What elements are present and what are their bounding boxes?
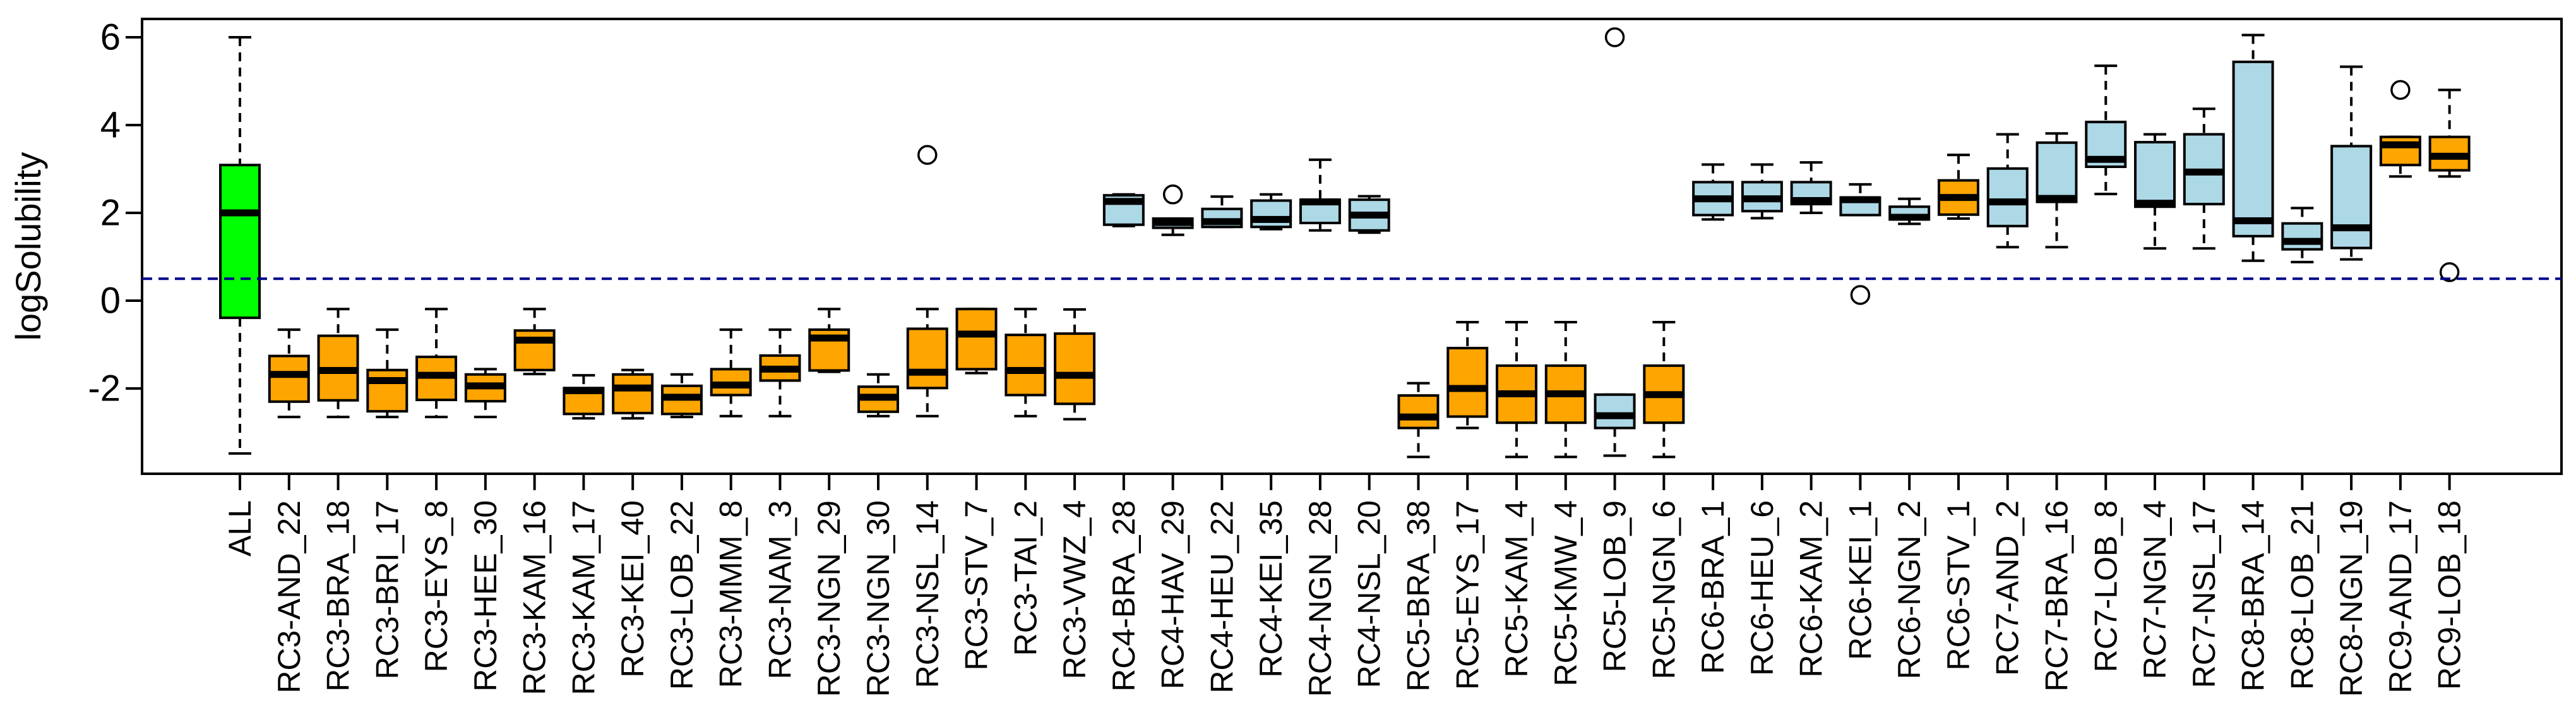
y-tick-label-0: 0 <box>100 280 121 322</box>
y-tick-label-4: 4 <box>100 105 121 146</box>
x-tick-label-RC3-BRI_17: RC3-BRI_17 <box>369 500 405 679</box>
box-RC3-KAM_16 <box>513 329 556 371</box>
x-tick-label-RC4-HEU_22: RC4-HEU_22 <box>1204 500 1239 694</box>
x-tick-label-RC5-BRA_38: RC5-BRA_38 <box>1400 500 1436 692</box>
x-tick-label-RC3-MMM_8: RC3-MMM_8 <box>713 500 749 688</box>
x-tick-label-RC5-NGN_6: RC5-NGN_6 <box>1646 500 1681 679</box>
box-RC7-BRA_16 <box>2036 141 2078 203</box>
x-tick-label-RC3-EYS_8: RC3-EYS_8 <box>419 500 454 672</box>
x-tick-label-RC8-LOB_21: RC8-LOB_21 <box>2284 500 2320 690</box>
x-tick-label-RC6-STV_1: RC6-STV_1 <box>1941 500 1976 671</box>
x-tick-label-RC9-LOB_18: RC9-LOB_18 <box>2432 500 2467 690</box>
x-tick-label-RC7-AND_2: RC7-AND_2 <box>1990 500 2025 676</box>
box-RC4-KEI_35 <box>1250 199 1292 229</box>
x-tick-label-RC6-NGN_2: RC6-NGN_2 <box>1892 500 1927 679</box>
box-RC3-KEI_40 <box>612 373 654 414</box>
outlier-point <box>1604 27 1625 47</box>
x-tick-label-RC8-BRA_14: RC8-BRA_14 <box>2236 500 2271 692</box>
box-ALL <box>219 164 261 320</box>
x-tick-label-ALL: ALL <box>222 500 258 557</box>
x-tick-label-RC4-NGN_28: RC4-NGN_28 <box>1303 500 1338 697</box>
outlier-point <box>1162 184 1183 205</box>
x-tick-label-RC3-NGN_30: RC3-NGN_30 <box>861 500 896 697</box>
x-tick-label-RC3-STV_7: RC3-STV_7 <box>959 500 994 671</box>
x-tick-label-RC3-KAM_17: RC3-KAM_17 <box>566 500 601 695</box>
outlier-point <box>1850 285 1871 305</box>
x-tick-label-RC5-LOB_9: RC5-LOB_9 <box>1597 500 1633 672</box>
y-tick-label-6: 6 <box>100 17 121 58</box>
x-tick-label-RC3-BRA_18: RC3-BRA_18 <box>321 500 356 692</box>
outlier-point <box>2390 80 2411 100</box>
box-RC3-VWZ_4 <box>1054 332 1096 406</box>
plot-frame <box>141 18 2563 475</box>
box-RC3-TAI_2 <box>1005 334 1047 397</box>
box-RC8-NGN_19 <box>2330 145 2373 250</box>
y-tick-label--2: -2 <box>88 368 121 409</box>
x-tick-label-RC3-NAM_3: RC3-NAM_3 <box>762 500 797 679</box>
x-tick-label-RC4-NSL_20: RC4-NSL_20 <box>1352 500 1387 688</box>
x-tick-label-RC6-KEI_1: RC6-KEI_1 <box>1842 500 1878 660</box>
x-tick-label-RC6-HEU_6: RC6-HEU_6 <box>1744 500 1780 676</box>
x-tick-label-RC7-BRA_16: RC7-BRA_16 <box>2039 500 2074 692</box>
x-tick-label-RC3-KEI_40: RC3-KEI_40 <box>615 500 650 678</box>
x-tick-label-RC4-KEI_35: RC4-KEI_35 <box>1253 500 1289 678</box>
outlier-point <box>917 145 938 165</box>
x-tick-label-RC9-AND_17: RC9-AND_17 <box>2383 500 2418 694</box>
box-RC9-AND_17 <box>2379 135 2421 167</box>
x-tick-label-RC5-KMW_4: RC5-KMW_4 <box>1548 500 1583 686</box>
box-RC7-AND_2 <box>1986 167 2029 227</box>
box-RC5-LOB_9 <box>1594 393 1636 430</box>
x-tick-label-RC7-NSL_17: RC7-NSL_17 <box>2186 500 2222 688</box>
x-tick-label-RC7-LOB_8: RC7-LOB_8 <box>2088 500 2123 672</box>
box-RC7-NGN_4 <box>2134 141 2176 208</box>
box-RC3-BRI_17 <box>366 368 408 413</box>
y-tick-label-2: 2 <box>100 193 121 234</box>
x-tick-label-RC4-HAV_29: RC4-HAV_29 <box>1155 500 1191 689</box>
x-tick-label-RC8-NGN_19: RC8-NGN_19 <box>2334 500 2369 697</box>
x-tick-label-RC6-BRA_1: RC6-BRA_1 <box>1695 500 1731 674</box>
x-tick-label-RC3-VWZ_4: RC3-VWZ_4 <box>1057 500 1092 679</box>
x-tick-label-RC3-AND_22: RC3-AND_22 <box>271 500 307 694</box>
x-tick-label-RC3-TAI_2: RC3-TAI_2 <box>1008 500 1043 656</box>
box-RC5-EYS_17 <box>1446 347 1489 418</box>
x-tick-label-RC6-KAM_2: RC6-KAM_2 <box>1794 500 1829 678</box>
box-RC3-STV_7 <box>955 308 998 371</box>
outlier-point <box>2439 262 2460 282</box>
box-RC5-BRA_38 <box>1397 394 1440 430</box>
x-tick-label-RC3-NGN_29: RC3-NGN_29 <box>811 500 847 697</box>
x-tick-label-RC3-HEE_30: RC3-HEE_30 <box>468 500 503 692</box>
box-RC8-LOB_21 <box>2281 222 2323 251</box>
y-axis-title: logSolubility <box>8 152 48 341</box>
x-tick-label-RC5-EYS_17: RC5-EYS_17 <box>1450 500 1485 690</box>
x-tick-label-RC3-KAM_16: RC3-KAM_16 <box>517 500 552 695</box>
box-RC3-AND_22 <box>268 354 310 403</box>
x-tick-label-RC3-NSL_14: RC3-NSL_14 <box>910 500 945 688</box>
x-tick-label-RC5-KAM_4: RC5-KAM_4 <box>1499 500 1534 678</box>
box-RC8-BRA_14 <box>2232 60 2274 238</box>
x-tick-label-RC4-BRA_28: RC4-BRA_28 <box>1106 500 1142 692</box>
x-tick-label-RC7-NGN_4: RC7-NGN_4 <box>2137 500 2173 679</box>
x-tick-label-RC3-LOB_22: RC3-LOB_22 <box>664 500 700 690</box>
box-RC3-NSL_14 <box>906 327 948 390</box>
